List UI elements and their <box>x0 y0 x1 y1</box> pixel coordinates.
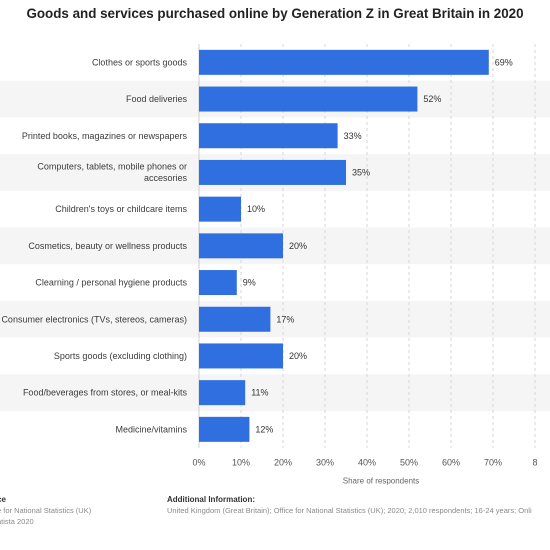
x-tick-label: 50% <box>400 458 418 468</box>
bar-value-label: 10% <box>247 204 265 214</box>
x-tick-label: 20% <box>274 458 292 468</box>
additional-info-block: Additional Information: United Kingdom (… <box>167 494 532 516</box>
category-label: Medicine/vitamins <box>115 424 187 434</box>
bar <box>199 380 246 406</box>
category-label: Printed books, magazines or newspapers <box>22 131 188 141</box>
category-label: Clearning / personal hygiene products <box>35 278 187 288</box>
bar <box>199 196 241 222</box>
category-label: Clothes or sports goods <box>92 57 188 67</box>
category-label: Children's toys or childcare items <box>55 204 187 214</box>
bar <box>199 49 489 75</box>
bar <box>199 86 418 112</box>
category-label: Computers, tablets, mobile phones or <box>37 162 187 172</box>
bar-value-label: 11% <box>251 388 268 398</box>
bar-value-label: 52% <box>423 94 441 104</box>
additional-info-heading: Additional Information: <box>167 495 255 504</box>
source-block: ce e for National Statistics (UK) atista… <box>0 494 91 527</box>
additional-info-text: United Kingdom (Great Britain); Office f… <box>167 506 532 515</box>
category-label: Food deliveries <box>126 94 188 104</box>
category-label: Food/beverages from stores, or meal-kits <box>23 388 188 398</box>
bar <box>199 306 271 332</box>
row-band <box>0 300 550 338</box>
bar <box>199 343 283 369</box>
bar-value-label: 35% <box>352 167 370 177</box>
bar-value-label: 20% <box>289 351 307 361</box>
source-heading: ce <box>0 495 6 504</box>
x-tick-label: 70% <box>484 458 502 468</box>
bar <box>199 123 338 149</box>
x-tick-label: 8 <box>532 458 537 468</box>
x-tick-label: 30% <box>316 458 334 468</box>
source-line-2: atista 2020 <box>0 517 34 526</box>
source-line-1: e for National Statistics (UK) <box>0 506 92 515</box>
bar-value-label: 9% <box>243 278 256 288</box>
category-label: Cosmetics, beauty or wellness products <box>28 241 187 251</box>
x-tick-label: 60% <box>442 458 460 468</box>
category-label: Sports goods (excluding clothing) <box>54 351 187 361</box>
x-tick-label: 10% <box>232 458 250 468</box>
x-tick-label: 40% <box>358 458 376 468</box>
category-label: accesories <box>144 173 188 183</box>
bar-value-label: 17% <box>276 314 294 324</box>
bar <box>199 159 346 185</box>
row-band <box>0 374 550 411</box>
chart-title: Goods and services purchased online by G… <box>26 6 524 21</box>
bar-value-label: 69% <box>495 57 513 67</box>
bar <box>199 233 283 259</box>
x-tick-label: 0% <box>192 458 205 468</box>
bar <box>199 270 237 296</box>
bar-value-label: 12% <box>255 424 273 434</box>
bar-value-label: 20% <box>289 241 307 251</box>
x-axis-title: Share of respondents <box>343 477 420 486</box>
category-label: Consumer electronics (TVs, stereos, came… <box>1 314 187 324</box>
bar-value-label: 33% <box>344 131 362 141</box>
bar <box>199 416 250 442</box>
